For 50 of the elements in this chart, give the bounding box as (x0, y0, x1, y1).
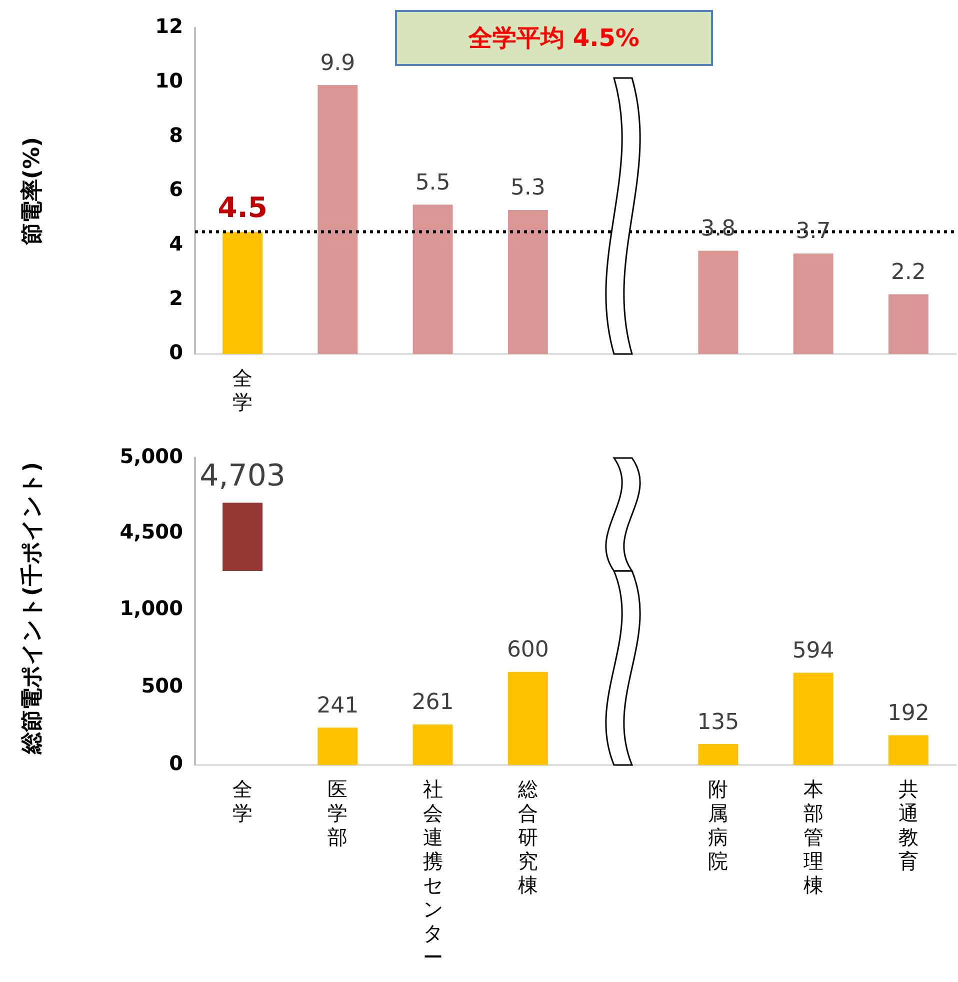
data-label: 5.3 (510, 176, 546, 201)
data-label: 4.5 (218, 191, 268, 224)
data-label: 135 (697, 710, 740, 735)
bar (793, 253, 834, 354)
y-tick-label: 10 (155, 68, 183, 93)
y-tick-label: 12 (155, 14, 183, 38)
x-tick-label: 全学 (232, 777, 253, 826)
x-tick-label: 共通教育 (898, 777, 918, 874)
data-label: 2.2 (890, 260, 926, 285)
x-tick-label: 医学部 (328, 777, 348, 850)
data-label: 9.9 (320, 50, 356, 76)
bar (888, 735, 928, 765)
bar (793, 672, 834, 765)
y-tick-label: 6 (169, 177, 183, 202)
y-tick-label: 500 (141, 674, 183, 698)
y-tick-label: 0 (169, 340, 183, 364)
y-tick-label: 4 (169, 232, 183, 256)
data-label: 600 (506, 638, 549, 663)
y-tick-label: 0 (169, 751, 183, 776)
data-label: 3.8 (700, 216, 736, 242)
y-tick-label: 1,000 (120, 596, 183, 620)
y-axis-title: 節電率(%) (19, 136, 46, 246)
bar (222, 232, 263, 354)
bar (412, 204, 453, 354)
note-box: 全学平均 4.5% (395, 10, 713, 66)
data-label: 192 (887, 700, 930, 726)
bar (318, 728, 358, 765)
x-tick-label: 本部管理棟 (803, 777, 824, 898)
data-label: 261 (412, 690, 454, 716)
x-tick-label: 社会連携センター (422, 777, 443, 970)
bar (888, 294, 928, 354)
bar (508, 210, 548, 354)
y-tick-label: 5,000 (120, 444, 183, 468)
data-label: 5.5 (415, 170, 450, 196)
x-tick-label: 全学 (232, 366, 253, 414)
bar (318, 85, 358, 354)
data-label: 594 (792, 638, 834, 664)
bar (698, 744, 738, 765)
data-label: 4,703 (200, 458, 286, 494)
y-axis-title: 総節電ポイント(千ポイント) (19, 462, 46, 754)
x-tick-label: 附属病院 (708, 777, 728, 874)
data-label: 3.7 (796, 219, 831, 244)
y-tick-label: 2 (169, 286, 183, 310)
bar (508, 672, 548, 765)
x-tick-label: 総合研究棟 (516, 777, 538, 898)
y-tick-label: 4,500 (120, 520, 183, 544)
y-tick-label: 8 (169, 122, 183, 147)
data-label: 241 (316, 693, 359, 718)
bar (698, 250, 738, 354)
bar (412, 724, 453, 765)
